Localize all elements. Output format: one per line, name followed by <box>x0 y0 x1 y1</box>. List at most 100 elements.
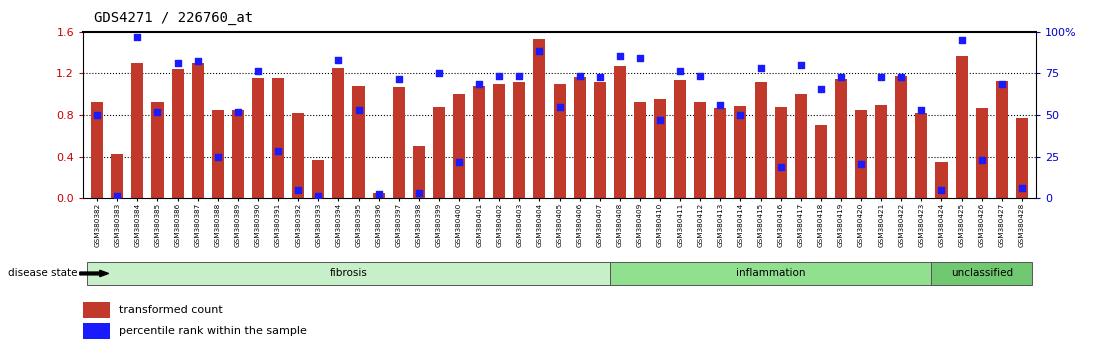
Bar <box>252 78 264 198</box>
Bar <box>192 63 204 198</box>
Point <box>1013 185 1030 191</box>
Point <box>691 73 709 78</box>
Point <box>229 109 247 115</box>
FancyBboxPatch shape <box>88 262 609 285</box>
Bar <box>976 108 987 198</box>
Point <box>933 187 951 193</box>
Bar <box>634 102 646 198</box>
Point <box>109 193 126 199</box>
Bar <box>654 99 666 198</box>
Bar <box>273 78 284 198</box>
Bar <box>814 125 827 198</box>
Bar <box>172 69 184 198</box>
Bar <box>83 323 110 339</box>
Bar <box>915 113 927 198</box>
Point <box>852 161 870 167</box>
Point <box>531 48 548 53</box>
Point <box>309 193 327 199</box>
Point <box>129 34 146 40</box>
Point <box>209 154 227 159</box>
Point <box>450 159 468 165</box>
Bar <box>794 94 807 198</box>
Point <box>430 71 448 76</box>
Text: GDS4271 / 226760_at: GDS4271 / 226760_at <box>94 11 254 25</box>
Bar <box>293 113 305 198</box>
Bar <box>312 160 325 198</box>
Point <box>269 149 287 154</box>
Bar <box>473 86 485 198</box>
Point <box>329 57 347 63</box>
Bar <box>91 102 103 198</box>
Bar <box>996 81 1008 198</box>
Point <box>611 53 628 59</box>
Point <box>551 104 568 110</box>
Point <box>511 73 529 78</box>
Bar <box>513 82 525 198</box>
Bar <box>83 302 110 318</box>
Bar <box>935 162 947 198</box>
Point <box>772 164 790 170</box>
Text: percentile rank within the sample: percentile rank within the sample <box>119 326 307 336</box>
Point <box>993 81 1010 87</box>
Bar <box>533 39 545 198</box>
Point <box>370 191 388 197</box>
Bar <box>695 102 706 198</box>
Bar <box>895 75 907 198</box>
Bar <box>574 76 586 198</box>
Point <box>913 107 931 113</box>
Bar <box>594 82 606 198</box>
Text: inflammation: inflammation <box>736 268 806 279</box>
Point <box>168 60 186 66</box>
Bar <box>715 108 727 198</box>
Point <box>792 62 810 68</box>
Point <box>652 118 669 123</box>
Point <box>491 73 509 78</box>
Point <box>350 107 368 113</box>
Text: disease state: disease state <box>8 268 78 279</box>
Bar <box>493 84 505 198</box>
Point <box>751 65 769 71</box>
Bar <box>735 106 747 198</box>
Bar <box>111 154 123 198</box>
Point <box>832 74 850 79</box>
Bar <box>614 66 626 198</box>
Bar <box>955 56 967 198</box>
Bar <box>453 94 465 198</box>
Point <box>671 69 689 74</box>
Bar <box>212 110 224 198</box>
Point <box>953 37 971 43</box>
Point <box>591 74 608 79</box>
Point <box>390 76 408 81</box>
Bar <box>835 79 847 198</box>
Text: unclassified: unclassified <box>951 268 1013 279</box>
Point <box>148 109 166 115</box>
Bar <box>1016 118 1028 198</box>
Bar <box>554 84 565 198</box>
Text: fibrosis: fibrosis <box>329 268 368 279</box>
FancyBboxPatch shape <box>932 262 1032 285</box>
Text: transformed count: transformed count <box>119 305 223 315</box>
Bar <box>392 87 404 198</box>
Bar <box>132 63 143 198</box>
Bar <box>774 107 787 198</box>
Bar <box>755 82 767 198</box>
Bar <box>855 110 868 198</box>
Point <box>89 112 106 118</box>
Point <box>571 73 588 78</box>
Bar <box>413 146 424 198</box>
Point <box>973 157 991 162</box>
Point <box>470 81 488 87</box>
Point <box>249 69 267 74</box>
Point <box>892 74 910 79</box>
Bar <box>152 102 164 198</box>
Bar <box>332 68 345 198</box>
Point <box>410 190 428 196</box>
Bar <box>372 193 384 198</box>
Bar <box>232 110 244 198</box>
Point <box>188 58 206 64</box>
Point <box>711 102 729 108</box>
Point <box>872 74 890 79</box>
Point <box>289 187 307 193</box>
Bar <box>433 107 445 198</box>
FancyBboxPatch shape <box>609 262 932 285</box>
